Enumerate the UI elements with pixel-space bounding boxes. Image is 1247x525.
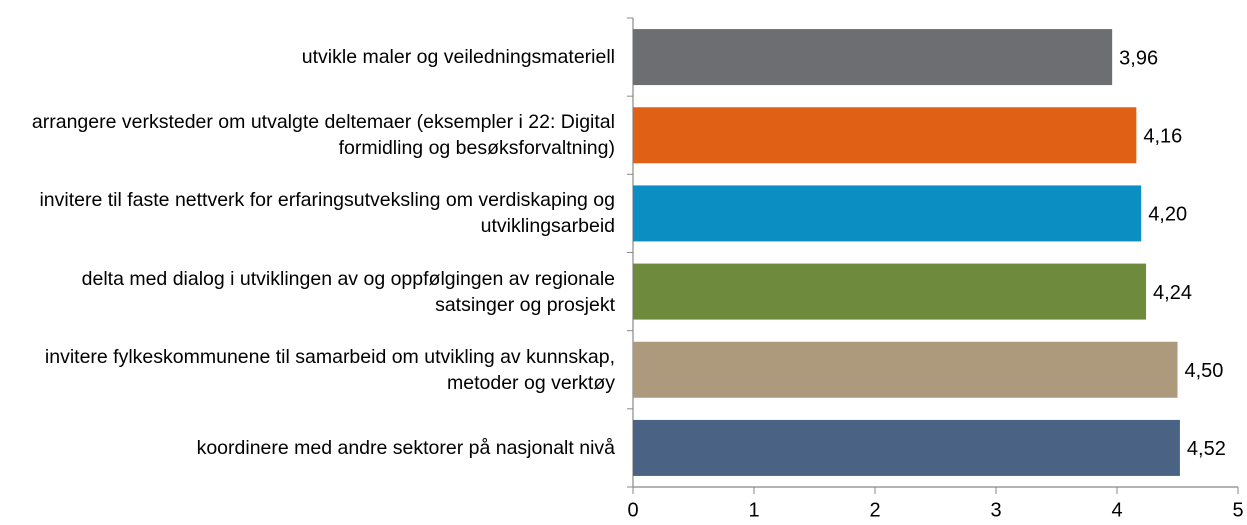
category-label: invitere til faste nettverk for erfaring…	[39, 189, 615, 238]
bar	[633, 185, 1142, 242]
x-tick-label: 1	[748, 499, 759, 521]
value-label: 4,52	[1187, 438, 1226, 460]
value-label: 4,16	[1143, 126, 1182, 148]
bar	[633, 419, 1180, 476]
bar	[633, 29, 1113, 86]
x-tick-label: 5	[1232, 499, 1243, 521]
x-tick-label: 3	[990, 499, 1001, 521]
x-tick-label: 4	[1111, 499, 1122, 521]
value-label: 3,96	[1119, 47, 1158, 69]
x-tick-label: 2	[869, 499, 880, 521]
category-label: utvikle maler og veiledningsmateriell	[301, 46, 615, 69]
category-label: delta med dialog i utviklingen av og opp…	[81, 267, 615, 316]
value-label: 4,24	[1153, 282, 1192, 304]
category-label: koordinere med andre sektorer på nasjona…	[196, 436, 615, 459]
category-label: invitere fylkeskommunene til samarbeid o…	[44, 345, 615, 394]
value-label: 4,50	[1185, 360, 1224, 382]
bar	[633, 341, 1178, 398]
value-label: 4,20	[1148, 204, 1187, 226]
bar	[633, 263, 1147, 320]
x-tick-label: 0	[627, 499, 638, 521]
bar	[633, 107, 1137, 164]
category-label: arrangere verksteder om utvalgte deltema…	[31, 111, 615, 160]
